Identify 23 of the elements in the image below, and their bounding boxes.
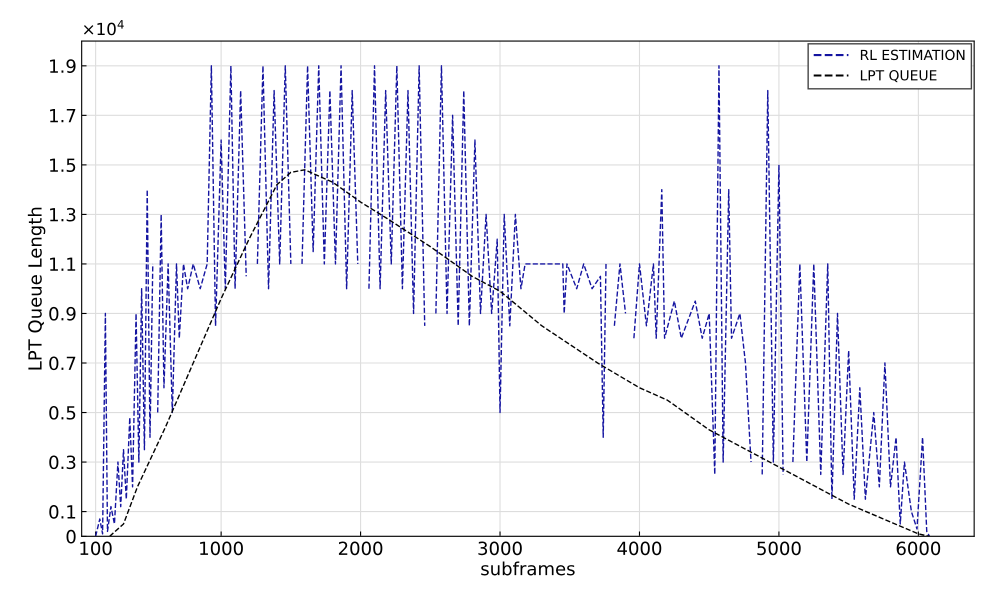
x-tick-label: 1000 [200,542,243,556]
y-tick-label: 1.5 [50,158,76,172]
x-tick-label: 4000 [617,542,662,556]
y-tick-label: 1.1 [50,258,76,271]
y-tick-label: 0.5 [49,406,76,420]
x-tick-label: 100 [80,542,112,556]
x-tick-label: 6000 [896,542,940,556]
y-axis-title: LPT Queue Length [28,208,46,370]
x-axis-title: subframes [481,561,575,576]
y-tick-label: 0.3 [49,456,76,470]
y-tick-label: 1.3 [50,208,76,222]
y-tick-label: 0.7 [49,356,76,370]
text: ×10$^{4}$ [84,20,124,36]
y-tick-label: 0 [66,530,76,544]
y-tick-label: 0.9 [49,306,76,321]
legend-label: LPT QUEUE [860,70,936,82]
y-tick-label: 0.1 [49,505,76,519]
x-tick-label: 2000 [338,542,382,556]
y-tick-label: 1.7 [50,109,76,122]
legend-label: RL ESTIMATION [860,50,964,60]
x-tick-label: 5000 [757,542,801,556]
y-tick-label: 1.9 [50,59,76,73]
x-tick-label: 3000 [478,542,522,556]
